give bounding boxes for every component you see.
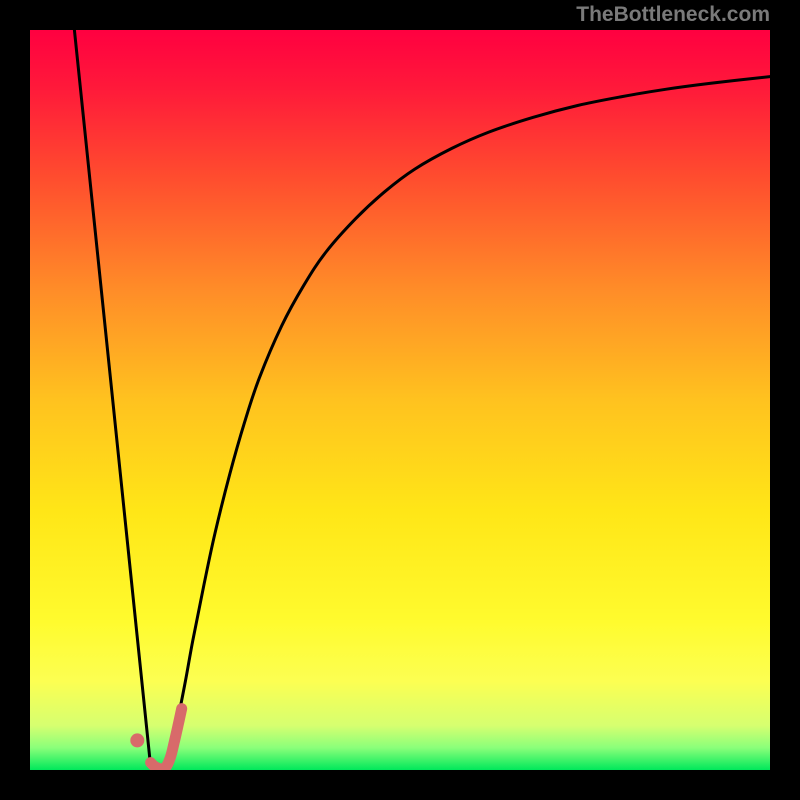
bottleneck-chart: TheBottleneck.com [0, 0, 800, 800]
chart-svg [30, 30, 770, 770]
plot-area [30, 30, 770, 770]
watermark-text: TheBottleneck.com [576, 3, 770, 27]
marker-dot [130, 733, 144, 747]
